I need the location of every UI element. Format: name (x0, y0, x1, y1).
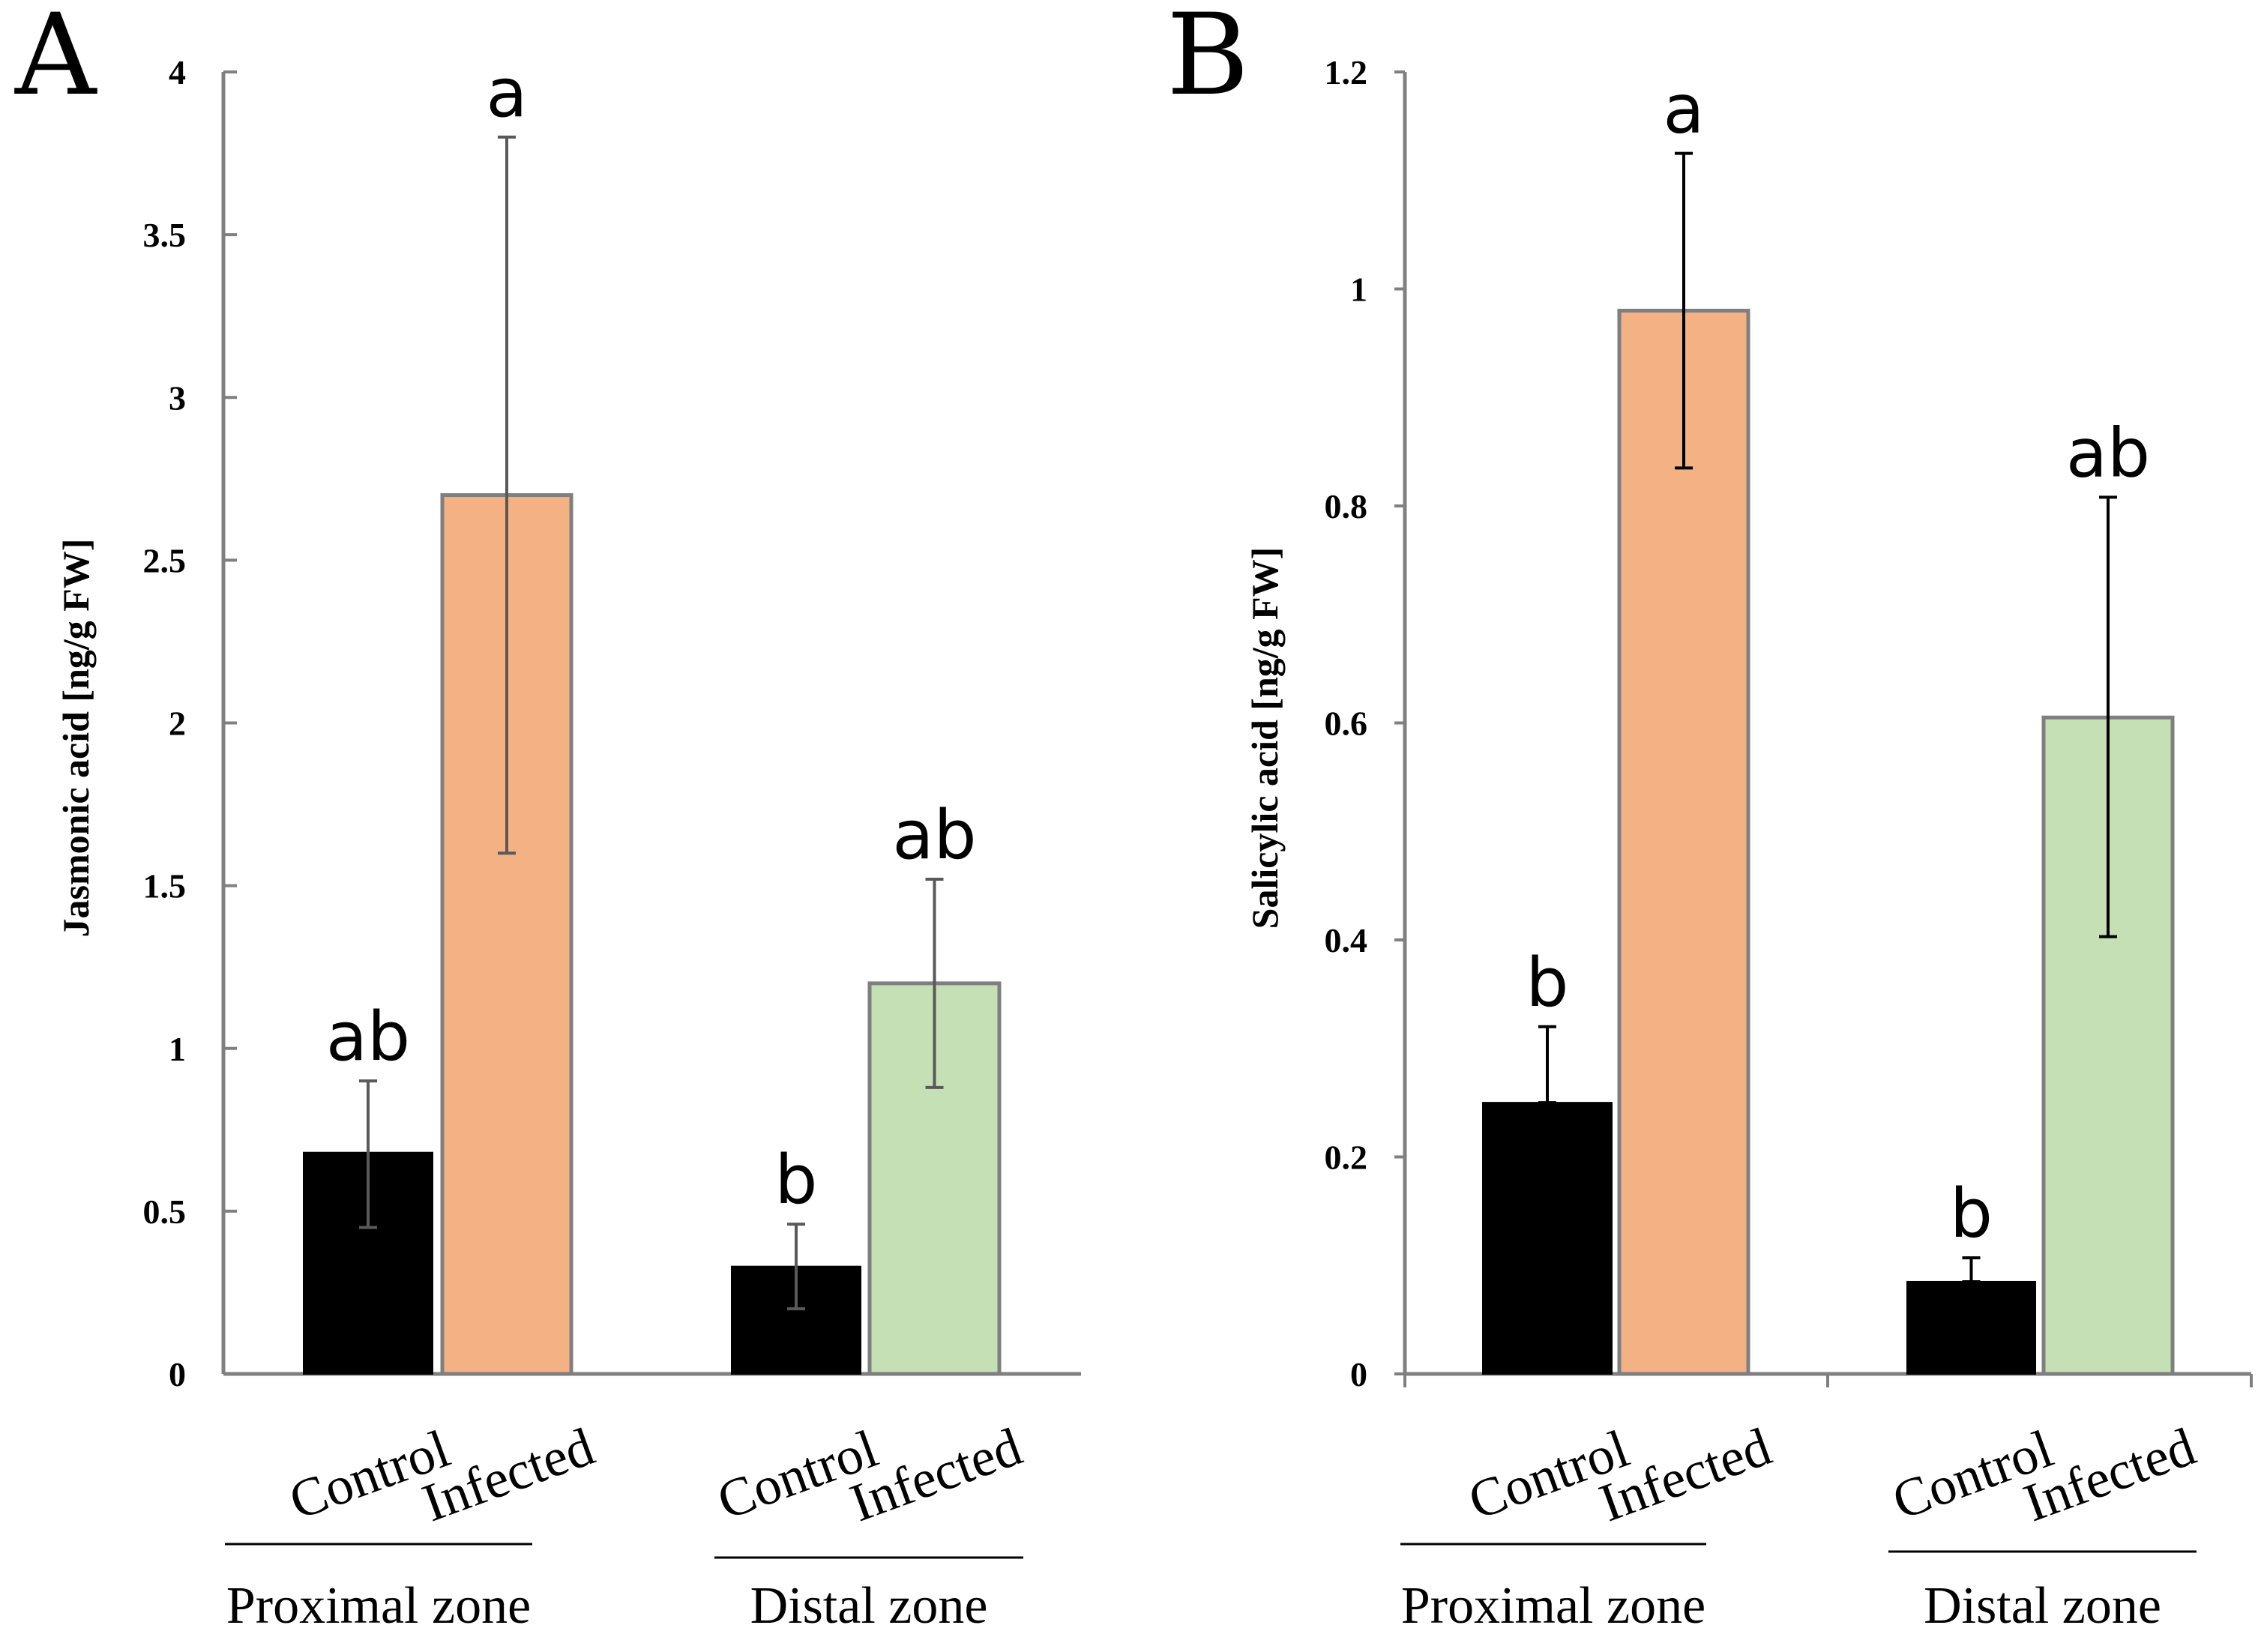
bar-proximal-control (1482, 1102, 1613, 1375)
y-tick-label: 0 (1350, 1355, 1367, 1393)
y-tick-label: 4 (169, 53, 186, 91)
chart-panel-a: A 0 0.5 1 1.5 2 2.5 3 3.5 4 Jasmonic acid [ng/g FW… (14, 0, 1081, 1635)
y-tick-label: 2 (169, 705, 186, 743)
y-tick-label: 3 (169, 379, 186, 417)
chart-panel-b: B 0 0.2 0.4 0.6 0.8 1 1.2 Salicylic acid [ng/g F… (1166, 0, 2253, 1635)
y-tick-label: 0.6 (1325, 705, 1368, 743)
x-category-label: Infected (415, 1417, 601, 1534)
y-tick-label: 0.2 (1325, 1139, 1368, 1177)
significance-label: a (486, 54, 527, 133)
y-tick-label: 0.8 (1325, 487, 1368, 525)
bar-distal-control (1906, 1280, 2036, 1375)
y-tick-label: 1.5 (143, 867, 187, 905)
y-tick-label: 1 (169, 1030, 186, 1068)
significance-label: a (1663, 70, 1704, 149)
significance-label: b (1526, 944, 1568, 1022)
group-label: Distal zone (750, 1577, 988, 1635)
significance-label: ab (2066, 414, 2150, 492)
y-tick-label: 0.4 (1325, 921, 1368, 959)
group-label: Distal zone (1924, 1577, 2161, 1635)
y-axis-title: Salicylic acid [ng/g FW] (1244, 547, 1286, 929)
significance-label: b (1950, 1175, 1993, 1253)
y-tick-label: 1.2 (1325, 53, 1368, 91)
significance-label: ab (892, 796, 976, 875)
y-tick-label: 2.5 (143, 541, 187, 579)
significance-label: ab (326, 998, 410, 1076)
y-tick-label: 3.5 (143, 216, 187, 254)
x-category-label: Infected (843, 1417, 1029, 1534)
y-axis-title: Jasmonic acid [ng/g FW] (55, 539, 97, 938)
significance-label: b (774, 1141, 817, 1220)
bar-proximal-infected (1617, 308, 1750, 1376)
y-tick-label: 1 (1350, 271, 1367, 309)
group-label: Proximal zone (1401, 1577, 1705, 1635)
y-tick-label: 0.5 (143, 1193, 187, 1231)
group-label: Proximal zone (226, 1577, 531, 1635)
y-tick-label: 0 (169, 1355, 186, 1393)
panel-letter: B (1166, 0, 1249, 121)
panel-letter: A (14, 0, 97, 121)
